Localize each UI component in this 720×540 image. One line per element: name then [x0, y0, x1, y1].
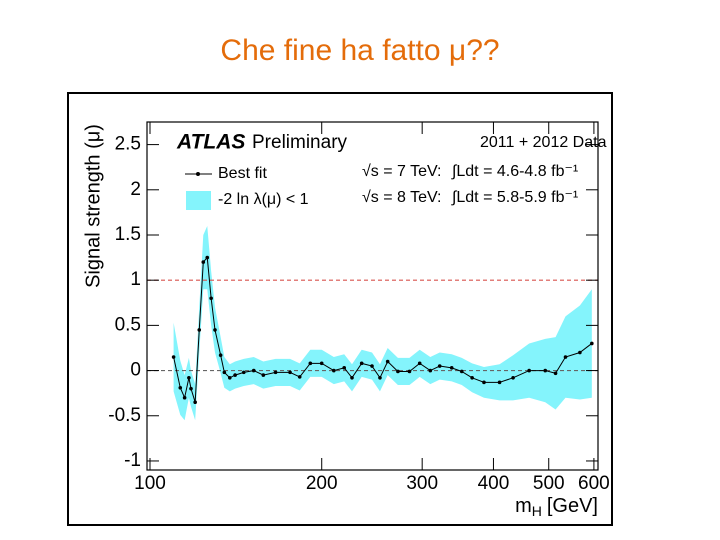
y-tick-label: 2.5	[115, 134, 141, 155]
data-point	[578, 350, 582, 355]
data-point	[437, 364, 442, 368]
data-point	[332, 368, 336, 373]
data-point	[182, 395, 187, 400]
legend-swatch	[186, 191, 211, 210]
data-point	[205, 255, 210, 260]
data-point	[197, 328, 202, 332]
y-tick-label: 0.5	[115, 314, 141, 335]
y-tick-label: 1.5	[115, 224, 141, 245]
x-label-subscript: H	[532, 503, 542, 519]
data-point	[187, 376, 191, 380]
data-point	[482, 380, 486, 385]
legend-label: -2 ln λ(μ) < 1	[218, 191, 309, 208]
legend-label: Best fit	[218, 165, 267, 182]
data-point	[543, 368, 548, 373]
data-point	[359, 361, 364, 366]
data-point	[308, 361, 313, 366]
y-tick-label: -1	[124, 450, 141, 471]
data-point	[222, 370, 227, 375]
data-point	[342, 366, 347, 370]
data-point	[288, 370, 292, 375]
data-point	[297, 375, 302, 379]
data-point	[385, 359, 390, 364]
data-point	[251, 368, 256, 373]
status-label: Preliminary	[252, 132, 348, 153]
data-point	[201, 260, 206, 264]
data-point	[213, 328, 217, 332]
data-point	[350, 376, 354, 380]
data-point	[261, 373, 266, 377]
y-tick-label: -0.5	[108, 405, 141, 426]
data-point	[497, 380, 502, 385]
dataset-label: 2011 + 2012 Data	[480, 134, 607, 151]
x-tick-label: 200	[306, 473, 338, 494]
data-point	[218, 353, 223, 358]
data-point	[209, 296, 213, 301]
data-point	[459, 369, 464, 374]
x-tick-label: 300	[406, 473, 438, 494]
slide-title: Che fine ha fatto μ??	[220, 34, 499, 67]
data-point	[470, 376, 474, 380]
data-point	[527, 368, 531, 373]
data-point	[407, 369, 412, 374]
x-label-unit: [GeV]	[547, 495, 598, 517]
x-label-symbol: m	[515, 495, 532, 517]
data-point	[178, 385, 183, 390]
y-tick-label: 1	[130, 269, 141, 290]
lumi-label: ∫Ldt = 4.6-4.8 fb⁻¹	[451, 163, 578, 180]
plot: -1 -0.5 0 0.5 1 1.5 2 2.5 100 200 300 400 500 600 Sign…	[82, 121, 610, 519]
data-point	[511, 376, 515, 380]
data-point	[378, 376, 382, 380]
data-point	[189, 386, 193, 391]
data-point	[449, 366, 454, 370]
data-point	[563, 355, 568, 359]
y-tick-label: 2	[130, 179, 141, 200]
x-axis-label: mH [GeV]	[515, 495, 598, 518]
plot-frame	[146, 121, 599, 471]
x-tick-label: 100	[134, 473, 166, 494]
figure-frame	[67, 92, 613, 526]
data-point	[370, 364, 374, 368]
data-point	[553, 371, 558, 376]
energy-label: √s = 7 TeV:	[362, 163, 442, 180]
x-tick-label: 500	[533, 473, 565, 494]
data-point	[319, 361, 324, 366]
x-tick-label: 400	[478, 473, 510, 494]
y-tick-label: 0	[130, 360, 141, 381]
x-tick-label: 600	[578, 473, 610, 494]
data-point	[273, 370, 278, 375]
data-point	[227, 376, 232, 380]
legend-marker	[196, 172, 200, 176]
y-axis-label: Signal strength (μ)	[82, 124, 104, 288]
data-point	[193, 400, 197, 405]
experiment-label: ATLAS	[176, 131, 245, 154]
lumi-label: ∫Ldt = 5.8-5.9 fb⁻¹	[451, 189, 578, 206]
data-point	[417, 361, 422, 366]
data-point	[233, 373, 237, 377]
data-point	[428, 368, 433, 373]
energy-label: √s = 8 TeV:	[362, 189, 442, 206]
data-point	[171, 355, 176, 359]
data-point	[590, 341, 594, 346]
data-point	[241, 370, 246, 375]
data-point	[396, 369, 400, 374]
band	[173, 225, 592, 421]
